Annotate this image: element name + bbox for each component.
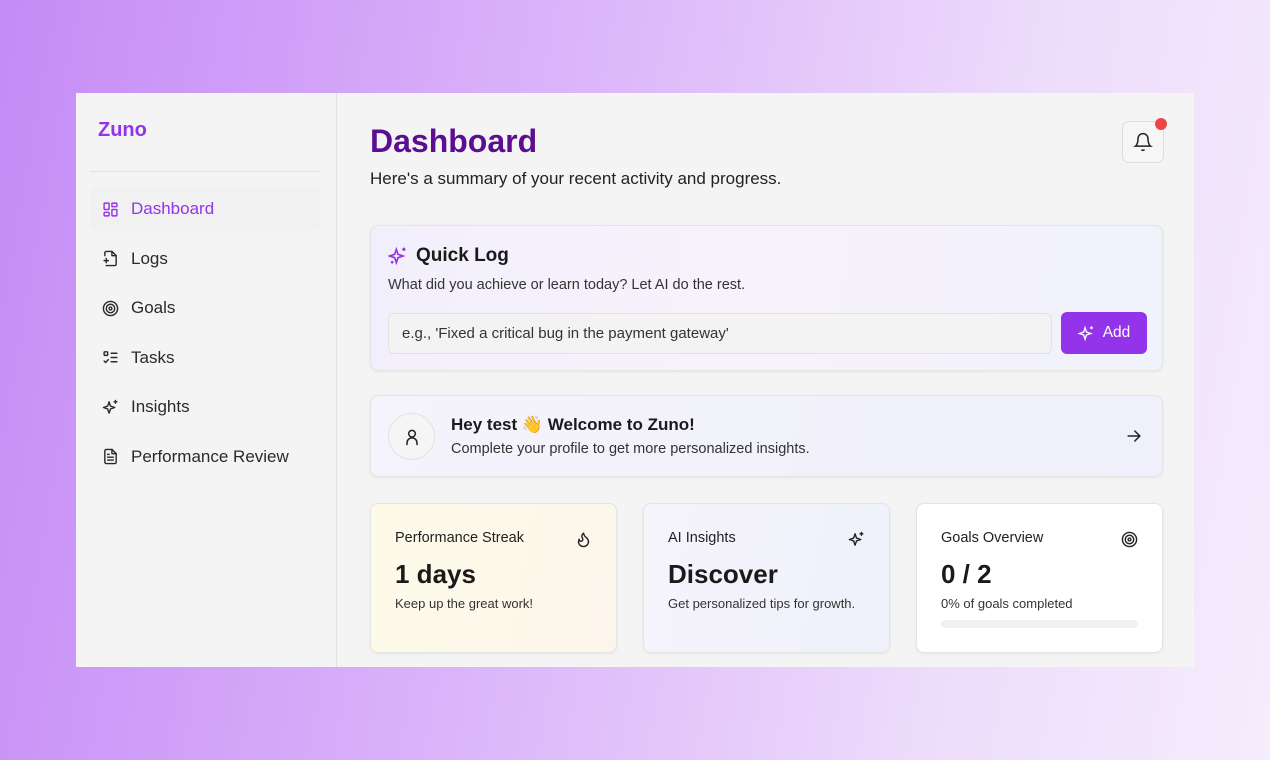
sidebar-item-dashboard[interactable]: Dashboard <box>90 187 320 231</box>
app-window: Zuno Dashboard Logs Goals Tasks Insights… <box>76 93 1194 667</box>
sidebar-nav: Dashboard Logs Goals Tasks Insights Perf… <box>90 187 320 484</box>
file-plus-icon <box>103 250 117 267</box>
welcome-banner[interactable]: Hey test 👋 Welcome to Zuno! Complete you… <box>370 395 1163 477</box>
sidebar: Zuno Dashboard Logs Goals Tasks Insights… <box>76 93 337 667</box>
notification-badge <box>1155 118 1167 130</box>
arrow-right-icon[interactable] <box>1124 426 1144 451</box>
sidebar-item-tasks[interactable]: Tasks <box>90 336 320 380</box>
sidebar-item-label: Dashboard <box>131 199 215 218</box>
welcome-description: Complete your profile to get more person… <box>451 441 810 457</box>
app-logo[interactable]: Zuno <box>98 119 147 141</box>
list-checks-icon <box>103 351 118 364</box>
stat-description: Keep up the great work! <box>395 596 534 611</box>
quick-log-description: What did you achieve or learn today? Let… <box>388 277 746 293</box>
quick-log-title: Quick Log <box>416 245 509 266</box>
notifications-button[interactable] <box>1122 118 1167 163</box>
sidebar-item-label: Insights <box>131 397 190 416</box>
stat-card-streak: Performance Streak 1 days Keep up the gr… <box>370 503 617 653</box>
sidebar-item-label: Tasks <box>131 347 175 367</box>
page-subtitle: Here's a summary of your recent activity… <box>370 169 782 188</box>
sidebar-item-performance-review[interactable]: Performance Review <box>90 435 320 479</box>
stat-title: Goals Overview <box>941 530 1044 546</box>
bell-icon <box>1133 132 1153 152</box>
stat-value: 0 / 2 <box>941 559 992 589</box>
page-title: Dashboard <box>370 123 538 159</box>
sparkles-icon <box>388 246 406 266</box>
sidebar-item-goals[interactable]: Goals <box>90 286 320 330</box>
file-text-icon <box>104 448 117 465</box>
sidebar-item-label: Performance Review <box>131 446 289 466</box>
stat-card-insights: AI Insights Discover Get personalized ti… <box>643 503 890 653</box>
stat-card-goals: Goals Overview 0 / 2 0% of goals complet… <box>916 503 1163 653</box>
welcome-title: Hey test 👋 Welcome to Zuno! <box>451 415 695 434</box>
stat-value: 1 days <box>395 559 476 589</box>
layout-grid-icon <box>103 201 118 217</box>
sidebar-item-label: Logs <box>131 248 168 268</box>
sparkles-icon <box>102 399 118 414</box>
quick-log-input[interactable] <box>388 313 1052 354</box>
sidebar-item-label: Goals <box>131 298 176 317</box>
goals-progress-bar <box>941 620 1138 628</box>
sparkles-icon <box>1077 325 1093 341</box>
stat-value: Discover <box>668 559 778 589</box>
avatar <box>388 413 435 460</box>
stat-description: 0% of goals completed <box>941 596 1073 611</box>
quick-log-card: Quick Log What did you achieve or learn … <box>370 225 1163 371</box>
flame-icon <box>577 532 590 548</box>
divider <box>90 171 320 172</box>
stat-title: AI Insights <box>668 530 736 546</box>
sidebar-item-insights[interactable]: Insights <box>90 385 320 429</box>
main-content: Dashboard Here's a summary of your recen… <box>337 93 1194 667</box>
target-icon <box>1121 531 1138 548</box>
sparkles-icon <box>848 531 864 546</box>
user-icon <box>405 429 418 445</box>
stat-description: Get personalized tips for growth. <box>668 596 856 611</box>
stat-title: Performance Streak <box>395 530 524 546</box>
add-log-button[interactable]: Add <box>1061 312 1147 354</box>
add-button-label: Add <box>1102 324 1131 341</box>
target-icon <box>102 300 119 316</box>
sidebar-item-logs[interactable]: Logs <box>90 237 320 281</box>
